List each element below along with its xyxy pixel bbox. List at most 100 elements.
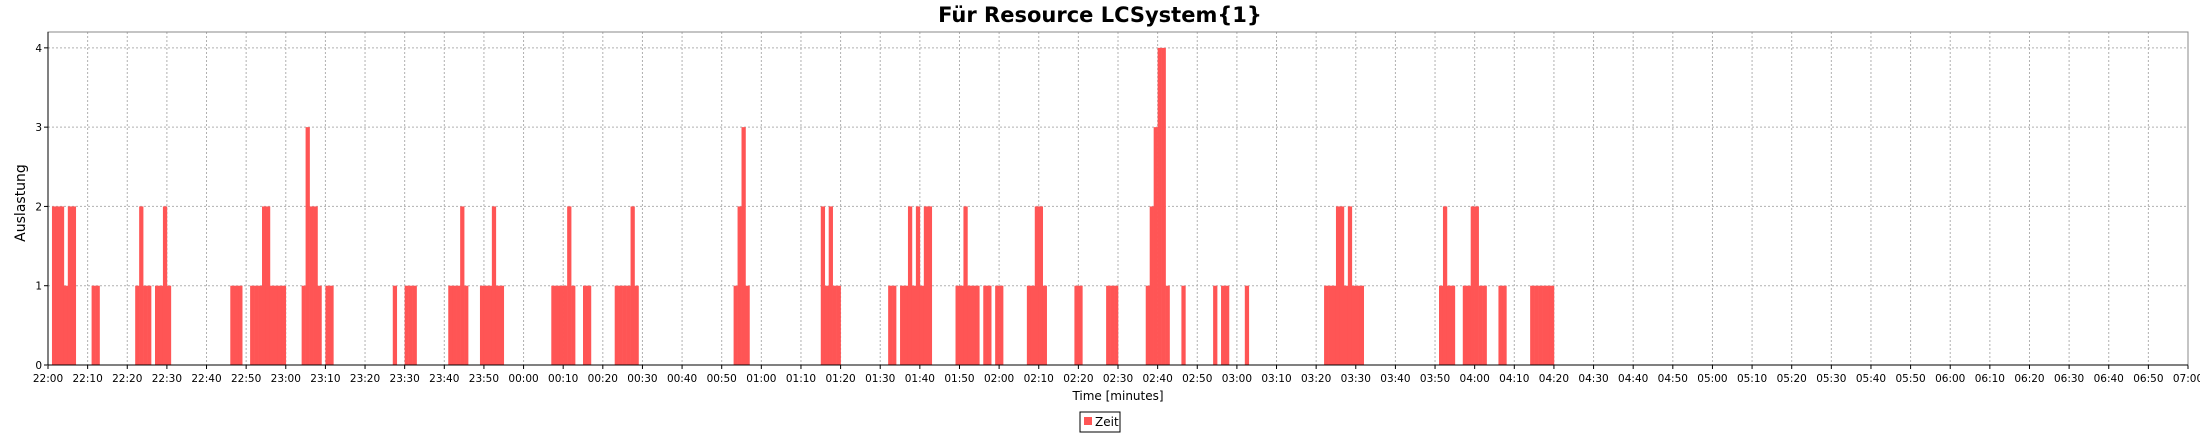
x-tick-labels: 22:00 22:10 22:20 22:30 22:40 22:50 23:00 23:10… — [33, 373, 2200, 385]
bar — [586, 285, 592, 365]
bar — [456, 285, 461, 365]
bar — [262, 206, 267, 365]
bar — [51, 206, 57, 365]
x-tick-label: 22:50 — [231, 373, 261, 385]
bar — [71, 206, 77, 365]
bar — [1549, 285, 1555, 365]
x-tick-label: 03:20 — [1301, 373, 1331, 385]
y-tick-label: 1 — [35, 281, 42, 293]
bar — [1446, 285, 1452, 365]
bar — [820, 206, 826, 365]
x-tick-label: 23:40 — [429, 373, 459, 385]
x-tick-label: 03:30 — [1341, 373, 1371, 385]
bar — [1359, 285, 1365, 365]
bar — [1351, 285, 1357, 365]
x-tick-label: 05:50 — [1895, 373, 1925, 385]
x-tick-label: 00:10 — [548, 373, 578, 385]
bar — [135, 285, 140, 365]
bar — [309, 206, 314, 365]
bar — [1110, 285, 1115, 365]
x-tick-label: 02:20 — [1063, 373, 1093, 385]
bar — [1538, 285, 1543, 365]
bar — [555, 285, 560, 365]
x-tick-label: 23:50 — [469, 373, 499, 385]
x-tick-label: 23:30 — [390, 373, 420, 385]
bar — [479, 285, 485, 365]
bar — [483, 285, 489, 365]
y-axis-label: Auslastung — [13, 164, 29, 242]
bar — [317, 285, 322, 365]
bar — [1078, 285, 1083, 365]
bar — [1074, 285, 1079, 365]
y-tick-label: 3 — [35, 122, 42, 134]
bar — [1030, 285, 1036, 365]
x-tick-label: 00:30 — [627, 373, 657, 385]
bar — [1161, 47, 1166, 365]
bar — [1343, 285, 1349, 365]
bar — [995, 285, 1000, 365]
bar — [143, 285, 148, 365]
x-tick-label: 02:10 — [1024, 373, 1054, 385]
bar — [614, 285, 619, 365]
bar — [1153, 127, 1158, 366]
x-axis-label: Time [minutes] — [1071, 389, 1163, 403]
bar — [404, 285, 409, 365]
x-tick-label: 04:10 — [1499, 373, 1529, 385]
bar — [983, 285, 988, 365]
bar — [1335, 206, 1341, 365]
y-tick-label: 2 — [35, 201, 42, 213]
x-tick-label: 05:40 — [1856, 373, 1886, 385]
bar — [1145, 285, 1151, 365]
bar — [1181, 285, 1186, 365]
x-tick-label: 06:20 — [2014, 373, 2044, 385]
bar — [63, 285, 69, 365]
bar — [745, 285, 750, 365]
bar — [967, 285, 972, 365]
bar — [234, 285, 239, 365]
x-tick-label: 03:10 — [1261, 373, 1291, 385]
x-tick-label: 05:20 — [1777, 373, 1807, 385]
legend-swatch — [1084, 417, 1092, 425]
x-tick-label: 06:30 — [2054, 373, 2084, 385]
x-tick-label: 04:40 — [1618, 373, 1648, 385]
x-tick-label: 03:00 — [1222, 373, 1252, 385]
bar — [329, 285, 334, 365]
bar — [634, 285, 639, 365]
bar — [238, 285, 243, 365]
bar — [911, 285, 917, 365]
bar — [325, 285, 330, 365]
bar — [824, 285, 830, 365]
x-tick-label: 01:10 — [786, 373, 816, 385]
x-tick-label: 04:30 — [1578, 373, 1608, 385]
bar — [408, 285, 413, 365]
x-tick-label: 02:50 — [1182, 373, 1212, 385]
bar — [559, 285, 564, 365]
bar — [1462, 285, 1468, 365]
y-tick-label: 4 — [35, 43, 42, 55]
x-tick-label: 02:40 — [1142, 373, 1172, 385]
bar — [155, 285, 160, 365]
x-tick-label: 00:20 — [588, 373, 618, 385]
bar — [630, 206, 635, 365]
x-tick-label: 06:40 — [2094, 373, 2124, 385]
bar — [1450, 285, 1456, 365]
bar — [269, 285, 275, 365]
bar — [1225, 285, 1230, 365]
bar — [1157, 47, 1162, 365]
bar — [55, 206, 61, 365]
x-tick-label: 22:20 — [112, 373, 142, 385]
x-tick-label: 06:10 — [1975, 373, 2005, 385]
bar — [1328, 285, 1333, 365]
bar — [301, 285, 306, 365]
bar — [313, 206, 318, 365]
bar — [1474, 206, 1479, 365]
x-tick-label: 22:00 — [33, 373, 63, 385]
x-tick-label: 23:10 — [310, 373, 340, 385]
x-tick-label: 23:00 — [271, 373, 301, 385]
bar — [963, 206, 968, 365]
x-tick-label: 03:40 — [1380, 373, 1410, 385]
x-tick-label: 07:00 — [2173, 373, 2200, 385]
x-tick-label: 22:10 — [72, 373, 102, 385]
bar — [927, 206, 933, 365]
